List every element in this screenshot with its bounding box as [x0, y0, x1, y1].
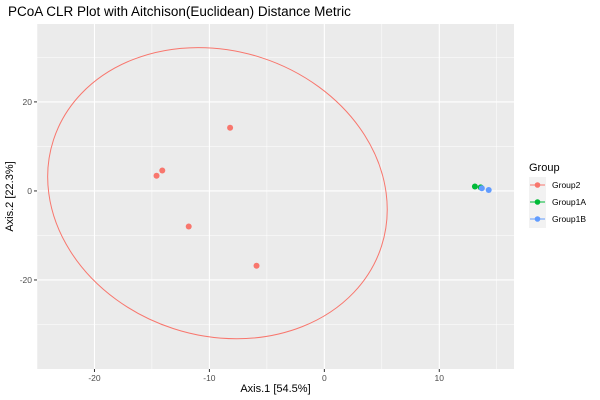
grid-lines: [36, 24, 514, 369]
group2-point: [185, 223, 192, 230]
legend-title: Group: [529, 162, 560, 174]
plot-panel: [37, 24, 514, 369]
group1a-legend-label: Group1A: [552, 197, 586, 207]
legend: Group Group2 Group1A Group1B: [529, 162, 586, 228]
group2-ellipse: [47, 47, 388, 340]
group2-point: [253, 262, 260, 269]
group2-legend-label: Group2: [552, 180, 581, 190]
group1a-point: [471, 183, 478, 190]
x-tick-label: 10: [435, 373, 445, 383]
y-tick-label: 20: [23, 97, 33, 107]
x-tick-label: -10: [203, 373, 216, 383]
group2-point: [153, 172, 160, 179]
x-axis-title: Axis.1 [54.5%]: [240, 383, 310, 395]
group2-point: [227, 124, 234, 131]
y-tick-label: 0: [27, 186, 32, 196]
x-tick-label: -20: [88, 373, 101, 383]
points-layer: [153, 124, 492, 269]
group2-point: [159, 167, 166, 174]
y-axis-title: Axis.2 [22.3%]: [4, 161, 16, 231]
group1b-point: [478, 185, 485, 192]
group2-legend-marker: [534, 182, 541, 188]
y-tick-label: -20: [20, 275, 33, 285]
ellipse-layer: [47, 47, 388, 340]
axis-ticks: -20 -10 0 10 -20 0 20: [20, 97, 445, 383]
group1a-legend-marker: [534, 199, 541, 205]
group1b-legend-marker: [534, 216, 541, 222]
x-tick-label: 0: [322, 373, 327, 383]
group1b-legend-label: Group1B: [552, 214, 586, 224]
chart-title: PCoA CLR Plot with Aitchison(Euclidean) …: [8, 4, 351, 19]
group1b-point: [485, 187, 492, 194]
